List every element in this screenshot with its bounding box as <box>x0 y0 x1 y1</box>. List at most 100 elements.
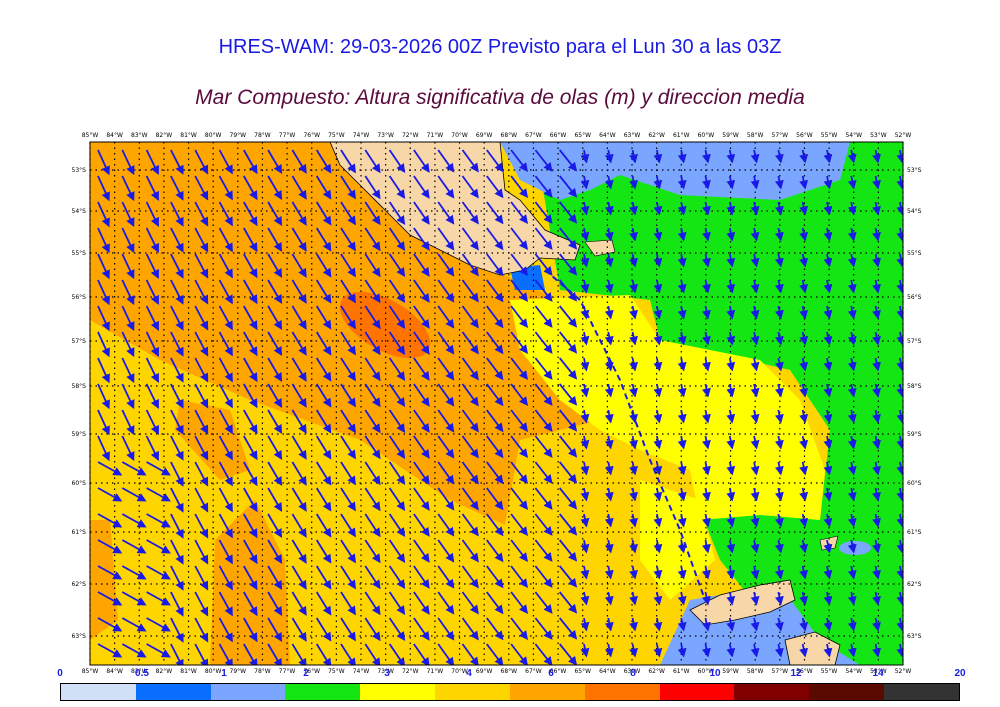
wave-direction-arrow <box>437 461 455 485</box>
wave-direction-arrow <box>146 487 171 502</box>
lon-label: 66°W <box>550 132 567 139</box>
wave-direction-arrow <box>486 409 504 433</box>
wave-direction-arrow <box>750 357 760 372</box>
wave-direction-arrow <box>170 565 184 591</box>
wave-direction-arrow <box>194 643 209 665</box>
wave-direction-arrow <box>774 305 784 320</box>
wave-direction-arrow <box>580 253 590 268</box>
wave-direction-arrow <box>145 357 159 383</box>
wave-direction-arrow <box>847 279 857 294</box>
wave-direction-arrow <box>437 253 455 277</box>
wave-direction-arrow <box>726 227 736 242</box>
wave-direction-arrow <box>267 305 283 331</box>
wave-direction-arrow <box>872 513 881 528</box>
lon-label: 61°W <box>673 132 690 139</box>
wave-direction-arrow <box>291 617 307 642</box>
wave-direction-arrow <box>315 305 332 330</box>
wave-direction-arrow <box>486 149 504 173</box>
wave-direction-arrow <box>194 227 209 253</box>
colorbar-tick-label: 20 <box>954 668 966 679</box>
wave-direction-arrow <box>580 305 590 320</box>
wave-direction-arrow <box>534 617 553 640</box>
colorbar-segment <box>584 684 660 700</box>
wave-direction-arrow <box>726 539 736 554</box>
wave-direction-arrow <box>558 513 578 536</box>
wave-direction-arrow <box>896 227 903 242</box>
wave-direction-arrow <box>315 409 332 434</box>
wave-direction-arrow <box>121 279 135 306</box>
wave-direction-arrow <box>580 357 590 372</box>
wave-direction-arrow <box>677 461 687 476</box>
wave-direction-arrow <box>702 565 711 580</box>
wave-direction-arrow <box>558 643 578 665</box>
lon-label: 70°W <box>451 668 468 675</box>
wave-direction-arrow <box>558 487 578 510</box>
wave-direction-arrow <box>653 175 663 190</box>
wave-direction-arrow <box>799 149 809 164</box>
wave-direction-arrow <box>146 565 171 580</box>
wave-direction-arrow <box>750 513 760 528</box>
wave-direction-arrow <box>364 357 381 382</box>
wave-direction-arrow <box>340 539 356 564</box>
wave-direction-arrow <box>629 149 638 164</box>
wave-direction-arrow <box>653 227 663 242</box>
wave-direction-arrow <box>97 175 110 202</box>
wave-direction-arrow <box>823 461 833 476</box>
wave-direction-arrow <box>750 487 760 502</box>
colorbar-tick-label: 2 <box>303 668 309 679</box>
wave-direction-arrow <box>604 487 614 502</box>
wave-direction-arrow <box>799 357 809 372</box>
wave-direction-arrow <box>774 617 784 632</box>
wave-direction-arrow <box>170 357 184 383</box>
lon-label: 69°W <box>476 668 493 675</box>
wave-direction-arrow <box>145 149 159 175</box>
wave-direction-arrow <box>750 617 760 632</box>
wave-direction-arrow <box>97 331 110 358</box>
wave-direction-arrow <box>315 435 332 460</box>
lon-label: 58°W <box>747 132 764 139</box>
wave-direction-arrow <box>580 175 590 190</box>
wave-direction-arrow <box>896 201 903 216</box>
wave-direction-arrow <box>604 383 614 398</box>
wave-direction-arrow <box>726 279 736 294</box>
wave-direction-arrow <box>461 149 479 173</box>
wave-direction-arrow <box>847 149 857 164</box>
wave-direction-arrow <box>267 279 283 305</box>
wave-direction-arrow <box>267 591 283 617</box>
wave-direction-arrow <box>872 201 881 216</box>
wave-direction-arrow <box>340 175 356 200</box>
wave-direction-arrow <box>461 331 479 355</box>
wave-direction-arrow <box>315 175 332 200</box>
wave-region-2-3m <box>535 142 903 665</box>
wave-direction-arrow <box>121 201 135 228</box>
wave-direction-arrow <box>97 487 123 502</box>
wave-direction-arrow <box>243 227 258 253</box>
wave-direction-arrow <box>486 591 504 615</box>
wave-direction-arrow <box>677 253 687 268</box>
wave-direction-arrow <box>629 201 638 216</box>
wave-direction-arrow <box>461 617 479 641</box>
wave-direction-arrow <box>364 565 381 590</box>
wave-direction-arrow <box>145 409 159 435</box>
wave-direction-arrow <box>388 149 406 174</box>
wave-direction-arrow <box>97 539 123 554</box>
lat-label: 53°S <box>72 167 87 174</box>
wave-height-field <box>90 142 903 665</box>
wave-direction-arrow <box>604 149 614 164</box>
lon-label: 52°W <box>895 668 912 675</box>
lon-label: 75°W <box>328 132 345 139</box>
wave-direction-arrow <box>486 435 504 459</box>
wave-direction-arrow <box>218 435 233 461</box>
lon-label: 71°W <box>427 668 444 675</box>
wave-direction-arrow <box>97 461 123 476</box>
lon-label: 76°W <box>303 132 320 139</box>
wave-direction-arrow <box>774 279 784 294</box>
wave-direction-arrow <box>218 227 233 253</box>
wave-direction-arrow <box>677 357 687 372</box>
wave-direction-arrow <box>170 149 184 175</box>
wave-direction-arrow <box>243 253 258 279</box>
wave-direction-arrow <box>121 305 135 332</box>
lon-label: 58°W <box>747 668 764 675</box>
wave-direction-arrow <box>97 513 123 528</box>
wave-direction-arrow <box>677 565 687 580</box>
